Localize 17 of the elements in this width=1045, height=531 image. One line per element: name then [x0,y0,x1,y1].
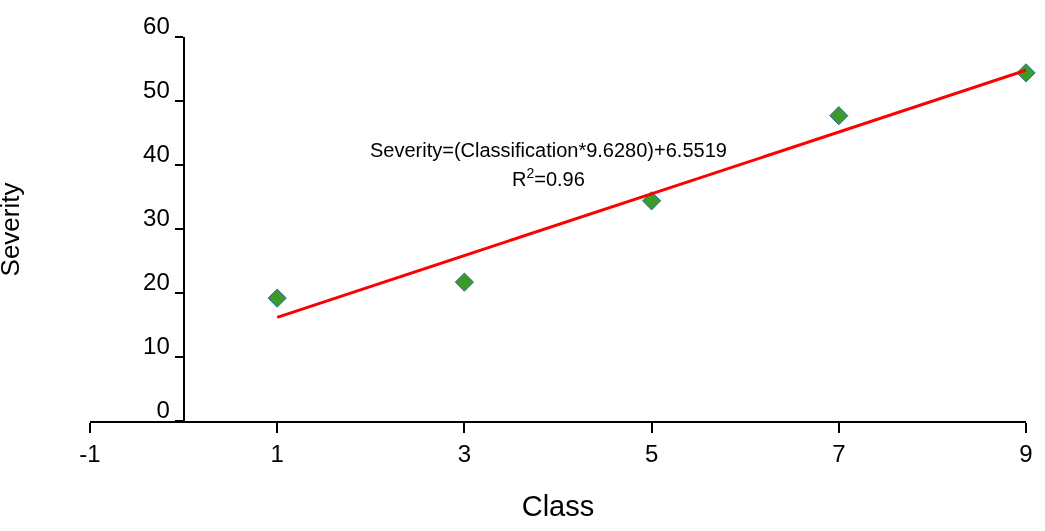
y-tick-label: 10 [143,332,170,360]
y-tick-label: 50 [143,76,170,104]
y-tick-label: 20 [143,268,170,296]
x-tick-label: 5 [644,439,659,467]
x-tick-label: 1 [270,439,284,467]
x-tick-label: 7 [832,439,846,467]
annotation: R$^{2}$=0.96 [512,165,585,191]
y-tick-label: 60 [143,12,170,40]
y-tick-label: 40 [143,140,170,168]
x-tick-label: -1 [79,439,101,467]
y-axis-title: Severity [0,182,26,277]
x-axis-title: Class [521,490,595,523]
annotation: Severity=(Classification*9.6280)+6.5519 [370,139,727,161]
x-tick-label: 3 [457,439,472,467]
y-tick-label: 30 [143,204,170,232]
x-tick-label: 9 [1019,439,1033,467]
y-tick-label: 0 [156,396,170,424]
